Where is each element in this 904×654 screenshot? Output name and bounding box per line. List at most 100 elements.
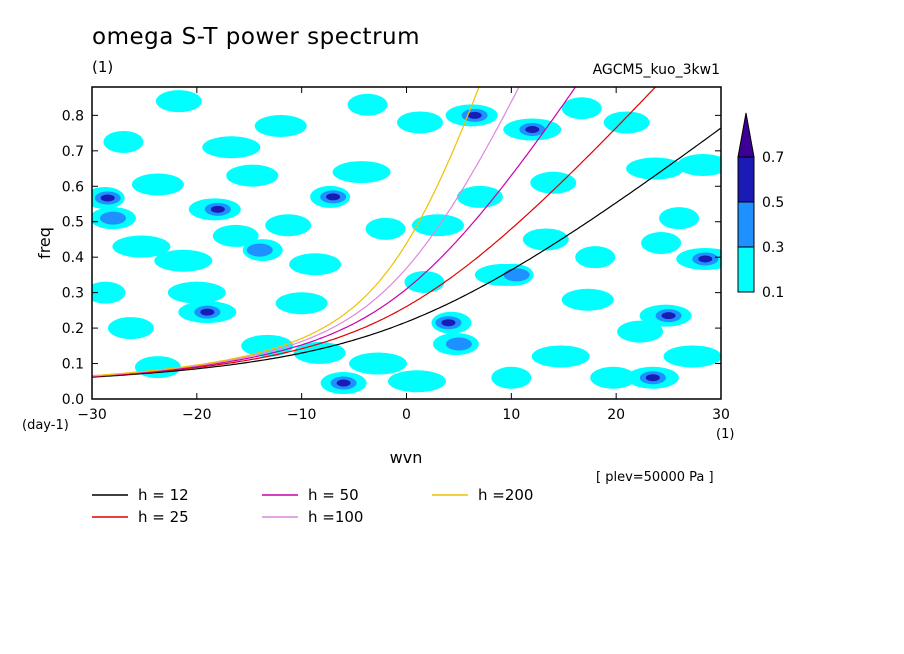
contour-patch bbox=[676, 247, 721, 270]
y-tick-label: 0.8 bbox=[62, 108, 84, 124]
contour-patch bbox=[131, 173, 184, 196]
legend-entry: h = 50 bbox=[262, 486, 359, 504]
dispersion-curve bbox=[92, 87, 577, 377]
contour-patch bbox=[531, 345, 590, 368]
contour-shade bbox=[254, 115, 307, 137]
contour-shade bbox=[525, 126, 540, 134]
contour-shade bbox=[663, 345, 721, 368]
contour-patch bbox=[626, 366, 679, 389]
chart-title: omega S-T power spectrum bbox=[92, 24, 421, 50]
contour-shade bbox=[134, 356, 181, 379]
colorbar-label: 0.5 bbox=[762, 195, 784, 211]
contour-shade bbox=[226, 164, 279, 187]
x-axis-label: wvn bbox=[390, 448, 423, 467]
contour-shade bbox=[365, 217, 406, 240]
contour-patch bbox=[456, 185, 503, 208]
x-tick-label: −30 bbox=[77, 407, 107, 423]
contour-patch bbox=[626, 157, 685, 180]
contour-shade bbox=[575, 246, 616, 269]
contour-shade bbox=[289, 253, 342, 276]
contour-shade bbox=[503, 268, 530, 282]
contour-shade bbox=[326, 193, 341, 201]
contour-shade bbox=[336, 379, 351, 387]
x-tick-label: −10 bbox=[287, 407, 317, 423]
contour-shade bbox=[92, 281, 126, 304]
contour-shade bbox=[241, 334, 294, 357]
run-name-label: AGCM5_kuo_3kw1 bbox=[592, 62, 720, 78]
colorbar-extension bbox=[737, 112, 755, 158]
contour-shade bbox=[212, 224, 259, 247]
y-unit-label: (day-1) bbox=[22, 418, 69, 433]
contour-shade bbox=[246, 243, 273, 257]
x-unit-label: (1) bbox=[716, 427, 734, 442]
legend-entry: h = 12 bbox=[92, 486, 189, 504]
x-tick-label: 10 bbox=[502, 407, 520, 423]
contour-patch bbox=[445, 104, 498, 127]
y-tick-label: 0.6 bbox=[62, 179, 84, 195]
legend-label: h =200 bbox=[478, 486, 533, 504]
legend-entry: h =100 bbox=[262, 508, 363, 526]
y-tick-label: 0.5 bbox=[62, 215, 84, 231]
dispersion-curve bbox=[92, 87, 657, 378]
y-tick-label: 0.1 bbox=[62, 357, 84, 373]
chart-units-label: (1) bbox=[92, 58, 114, 76]
contour-shade bbox=[467, 111, 482, 119]
contour-shade bbox=[275, 292, 328, 315]
contour-patch bbox=[265, 214, 312, 237]
contour-shade bbox=[347, 93, 388, 116]
pressure-level-note: [ plev=50000 Pa ] bbox=[596, 470, 714, 485]
contour-patch bbox=[432, 333, 479, 356]
colorbar-label: 0.7 bbox=[762, 150, 784, 166]
contour-patch bbox=[349, 352, 408, 375]
contour-shade bbox=[561, 288, 614, 311]
dispersion-curve bbox=[92, 127, 721, 378]
contour-shade bbox=[617, 320, 664, 343]
contour-shade bbox=[441, 319, 456, 327]
contour-shade bbox=[531, 345, 590, 368]
contour-patch bbox=[254, 115, 307, 137]
colorbar-segment bbox=[737, 201, 755, 248]
contour-patch bbox=[503, 118, 562, 141]
contour-shade bbox=[645, 374, 660, 382]
contour-shade bbox=[445, 337, 472, 351]
contour-shade bbox=[522, 228, 569, 251]
y-tick-label: 0.3 bbox=[62, 286, 84, 302]
contour-shade bbox=[677, 154, 721, 176]
colorbar-label: 0.3 bbox=[762, 240, 784, 256]
contour-shade bbox=[200, 308, 215, 316]
contour-patch bbox=[411, 214, 464, 237]
contour-patch bbox=[289, 253, 342, 276]
x-tick-label: −20 bbox=[182, 407, 212, 423]
y-tick-label: 0.7 bbox=[62, 144, 84, 160]
contour-patch bbox=[641, 232, 682, 254]
contour-shade bbox=[698, 255, 713, 263]
contour-patch bbox=[134, 356, 181, 379]
contour-patch bbox=[226, 164, 279, 187]
contour-patch bbox=[347, 93, 388, 116]
contour-patch bbox=[365, 217, 406, 240]
contour-shade bbox=[603, 111, 650, 134]
contour-patch bbox=[212, 224, 259, 247]
contour-shade bbox=[107, 317, 154, 340]
contour-patch bbox=[155, 90, 202, 113]
contour-patch bbox=[310, 185, 351, 208]
contour-shade bbox=[265, 214, 312, 237]
legend-label: h = 12 bbox=[138, 486, 189, 504]
contour-patch bbox=[92, 186, 125, 209]
contour-patch bbox=[202, 136, 261, 159]
x-tick-label: 0 bbox=[402, 407, 411, 423]
contour-patch bbox=[332, 161, 391, 184]
contour-shade bbox=[332, 161, 391, 184]
contour-patch bbox=[103, 130, 144, 153]
contour-shade bbox=[103, 130, 144, 153]
contour-shade bbox=[210, 205, 225, 213]
contour-patch bbox=[575, 246, 616, 269]
contour-patch bbox=[396, 111, 443, 134]
contour-shade bbox=[661, 312, 676, 320]
contour-patch bbox=[275, 292, 328, 315]
x-tick-label: 30 bbox=[712, 407, 730, 423]
contour-patch bbox=[590, 366, 637, 389]
contour-shade bbox=[456, 185, 503, 208]
contour-shade bbox=[530, 171, 577, 194]
